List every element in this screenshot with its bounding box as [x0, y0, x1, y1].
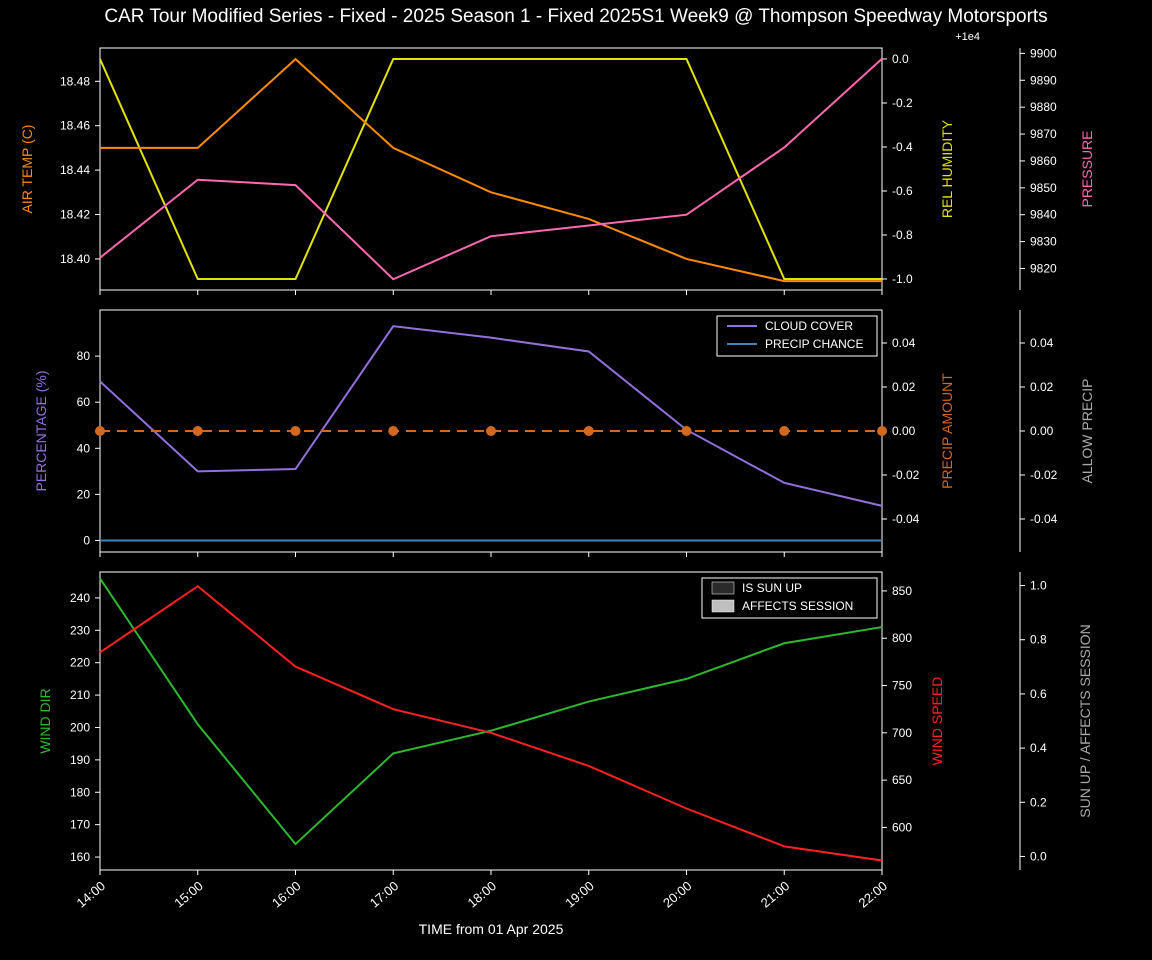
svg-text:0.04: 0.04 — [892, 336, 916, 350]
svg-text:+1e4: +1e4 — [955, 31, 980, 43]
svg-text:9860: 9860 — [1030, 154, 1057, 168]
svg-text:0.00: 0.00 — [892, 424, 916, 438]
svg-text:0.4: 0.4 — [1030, 741, 1047, 755]
svg-text:17:00: 17:00 — [367, 878, 402, 910]
svg-text:200: 200 — [70, 720, 90, 734]
svg-text:PRESSURE: PRESSURE — [1079, 130, 1095, 207]
svg-text:18.42: 18.42 — [60, 208, 90, 222]
svg-text:220: 220 — [70, 656, 90, 670]
svg-text:21:00: 21:00 — [758, 878, 793, 910]
svg-text:1.0: 1.0 — [1030, 579, 1047, 593]
svg-text:-0.02: -0.02 — [1030, 468, 1058, 482]
svg-text:160: 160 — [70, 850, 90, 864]
svg-text:TIME from 01 Apr 2025: TIME from 01 Apr 2025 — [419, 921, 564, 937]
svg-text:14:00: 14:00 — [74, 878, 109, 910]
svg-text:230: 230 — [70, 623, 90, 637]
svg-text:190: 190 — [70, 753, 90, 767]
svg-text:9850: 9850 — [1030, 181, 1057, 195]
svg-text:0.04: 0.04 — [1030, 336, 1054, 350]
svg-text:9830: 9830 — [1030, 235, 1057, 249]
svg-text:18.40: 18.40 — [60, 252, 90, 266]
svg-text:-0.8: -0.8 — [892, 228, 913, 242]
svg-text:PRECIP AMOUNT: PRECIP AMOUNT — [939, 373, 955, 489]
svg-text:18.48: 18.48 — [60, 74, 90, 88]
svg-text:0.02: 0.02 — [1030, 380, 1054, 394]
svg-text:9840: 9840 — [1030, 208, 1057, 222]
svg-text:ALLOW PRECIP: ALLOW PRECIP — [1079, 378, 1095, 483]
svg-text:600: 600 — [892, 820, 912, 834]
svg-text:SUN UP / AFFECTS SESSION: SUN UP / AFFECTS SESSION — [1077, 624, 1093, 817]
chart-container: CAR Tour Modified Series - Fixed - 2025 … — [0, 0, 1152, 960]
svg-text:170: 170 — [70, 818, 90, 832]
svg-text:-0.4: -0.4 — [892, 140, 913, 154]
svg-text:19:00: 19:00 — [562, 878, 597, 910]
svg-text:210: 210 — [70, 688, 90, 702]
svg-text:-1.0: -1.0 — [892, 272, 913, 286]
svg-text:15:00: 15:00 — [171, 878, 206, 910]
svg-text:-0.04: -0.04 — [1030, 512, 1058, 526]
svg-text:40: 40 — [77, 441, 91, 455]
svg-text:18:00: 18:00 — [465, 878, 500, 910]
svg-text:22:00: 22:00 — [856, 878, 891, 910]
svg-text:CLOUD COVER: CLOUD COVER — [765, 319, 853, 333]
svg-text:0.02: 0.02 — [892, 380, 916, 394]
svg-text:240: 240 — [70, 591, 90, 605]
svg-text:CAR Tour Modified Series - Fix: CAR Tour Modified Series - Fixed - 2025 … — [104, 6, 1047, 27]
svg-text:20: 20 — [77, 487, 91, 501]
svg-text:0.6: 0.6 — [1030, 687, 1047, 701]
svg-text:0.2: 0.2 — [1030, 795, 1047, 809]
svg-text:-0.2: -0.2 — [892, 96, 913, 110]
svg-text:18.44: 18.44 — [60, 163, 90, 177]
svg-text:850: 850 — [892, 584, 912, 598]
svg-text:-0.04: -0.04 — [892, 512, 920, 526]
svg-text:0.0: 0.0 — [892, 52, 909, 66]
svg-text:0.00: 0.00 — [1030, 424, 1054, 438]
svg-text:700: 700 — [892, 726, 912, 740]
svg-text:9820: 9820 — [1030, 261, 1057, 275]
svg-text:WIND SPEED: WIND SPEED — [929, 677, 945, 766]
svg-text:18.46: 18.46 — [60, 119, 90, 133]
svg-text:9900: 9900 — [1030, 46, 1057, 60]
svg-text:650: 650 — [892, 773, 912, 787]
svg-text:AFFECTS SESSION: AFFECTS SESSION — [742, 599, 853, 613]
svg-text:800: 800 — [892, 631, 912, 645]
svg-text:-0.6: -0.6 — [892, 184, 913, 198]
svg-text:750: 750 — [892, 679, 912, 693]
svg-text:0.0: 0.0 — [1030, 849, 1047, 863]
svg-text:16:00: 16:00 — [269, 878, 304, 910]
svg-text:IS SUN UP: IS SUN UP — [742, 581, 802, 595]
svg-text:0: 0 — [83, 533, 90, 547]
svg-text:AIR TEMP (C): AIR TEMP (C) — [19, 125, 35, 214]
svg-text:WIND DIR: WIND DIR — [37, 688, 53, 753]
svg-text:PERCENTAGE (%): PERCENTAGE (%) — [33, 370, 49, 491]
svg-text:REL HUMIDITY: REL HUMIDITY — [939, 119, 955, 218]
svg-text:180: 180 — [70, 785, 90, 799]
svg-text:60: 60 — [77, 395, 91, 409]
svg-text:9890: 9890 — [1030, 73, 1057, 87]
svg-text:9880: 9880 — [1030, 100, 1057, 114]
svg-text:20:00: 20:00 — [660, 878, 695, 910]
svg-text:-0.02: -0.02 — [892, 468, 920, 482]
svg-text:9870: 9870 — [1030, 127, 1057, 141]
chart-svg: CAR Tour Modified Series - Fixed - 2025 … — [0, 0, 1152, 960]
svg-text:PRECIP CHANCE: PRECIP CHANCE — [765, 337, 863, 351]
svg-text:80: 80 — [77, 349, 91, 363]
svg-text:0.8: 0.8 — [1030, 633, 1047, 647]
